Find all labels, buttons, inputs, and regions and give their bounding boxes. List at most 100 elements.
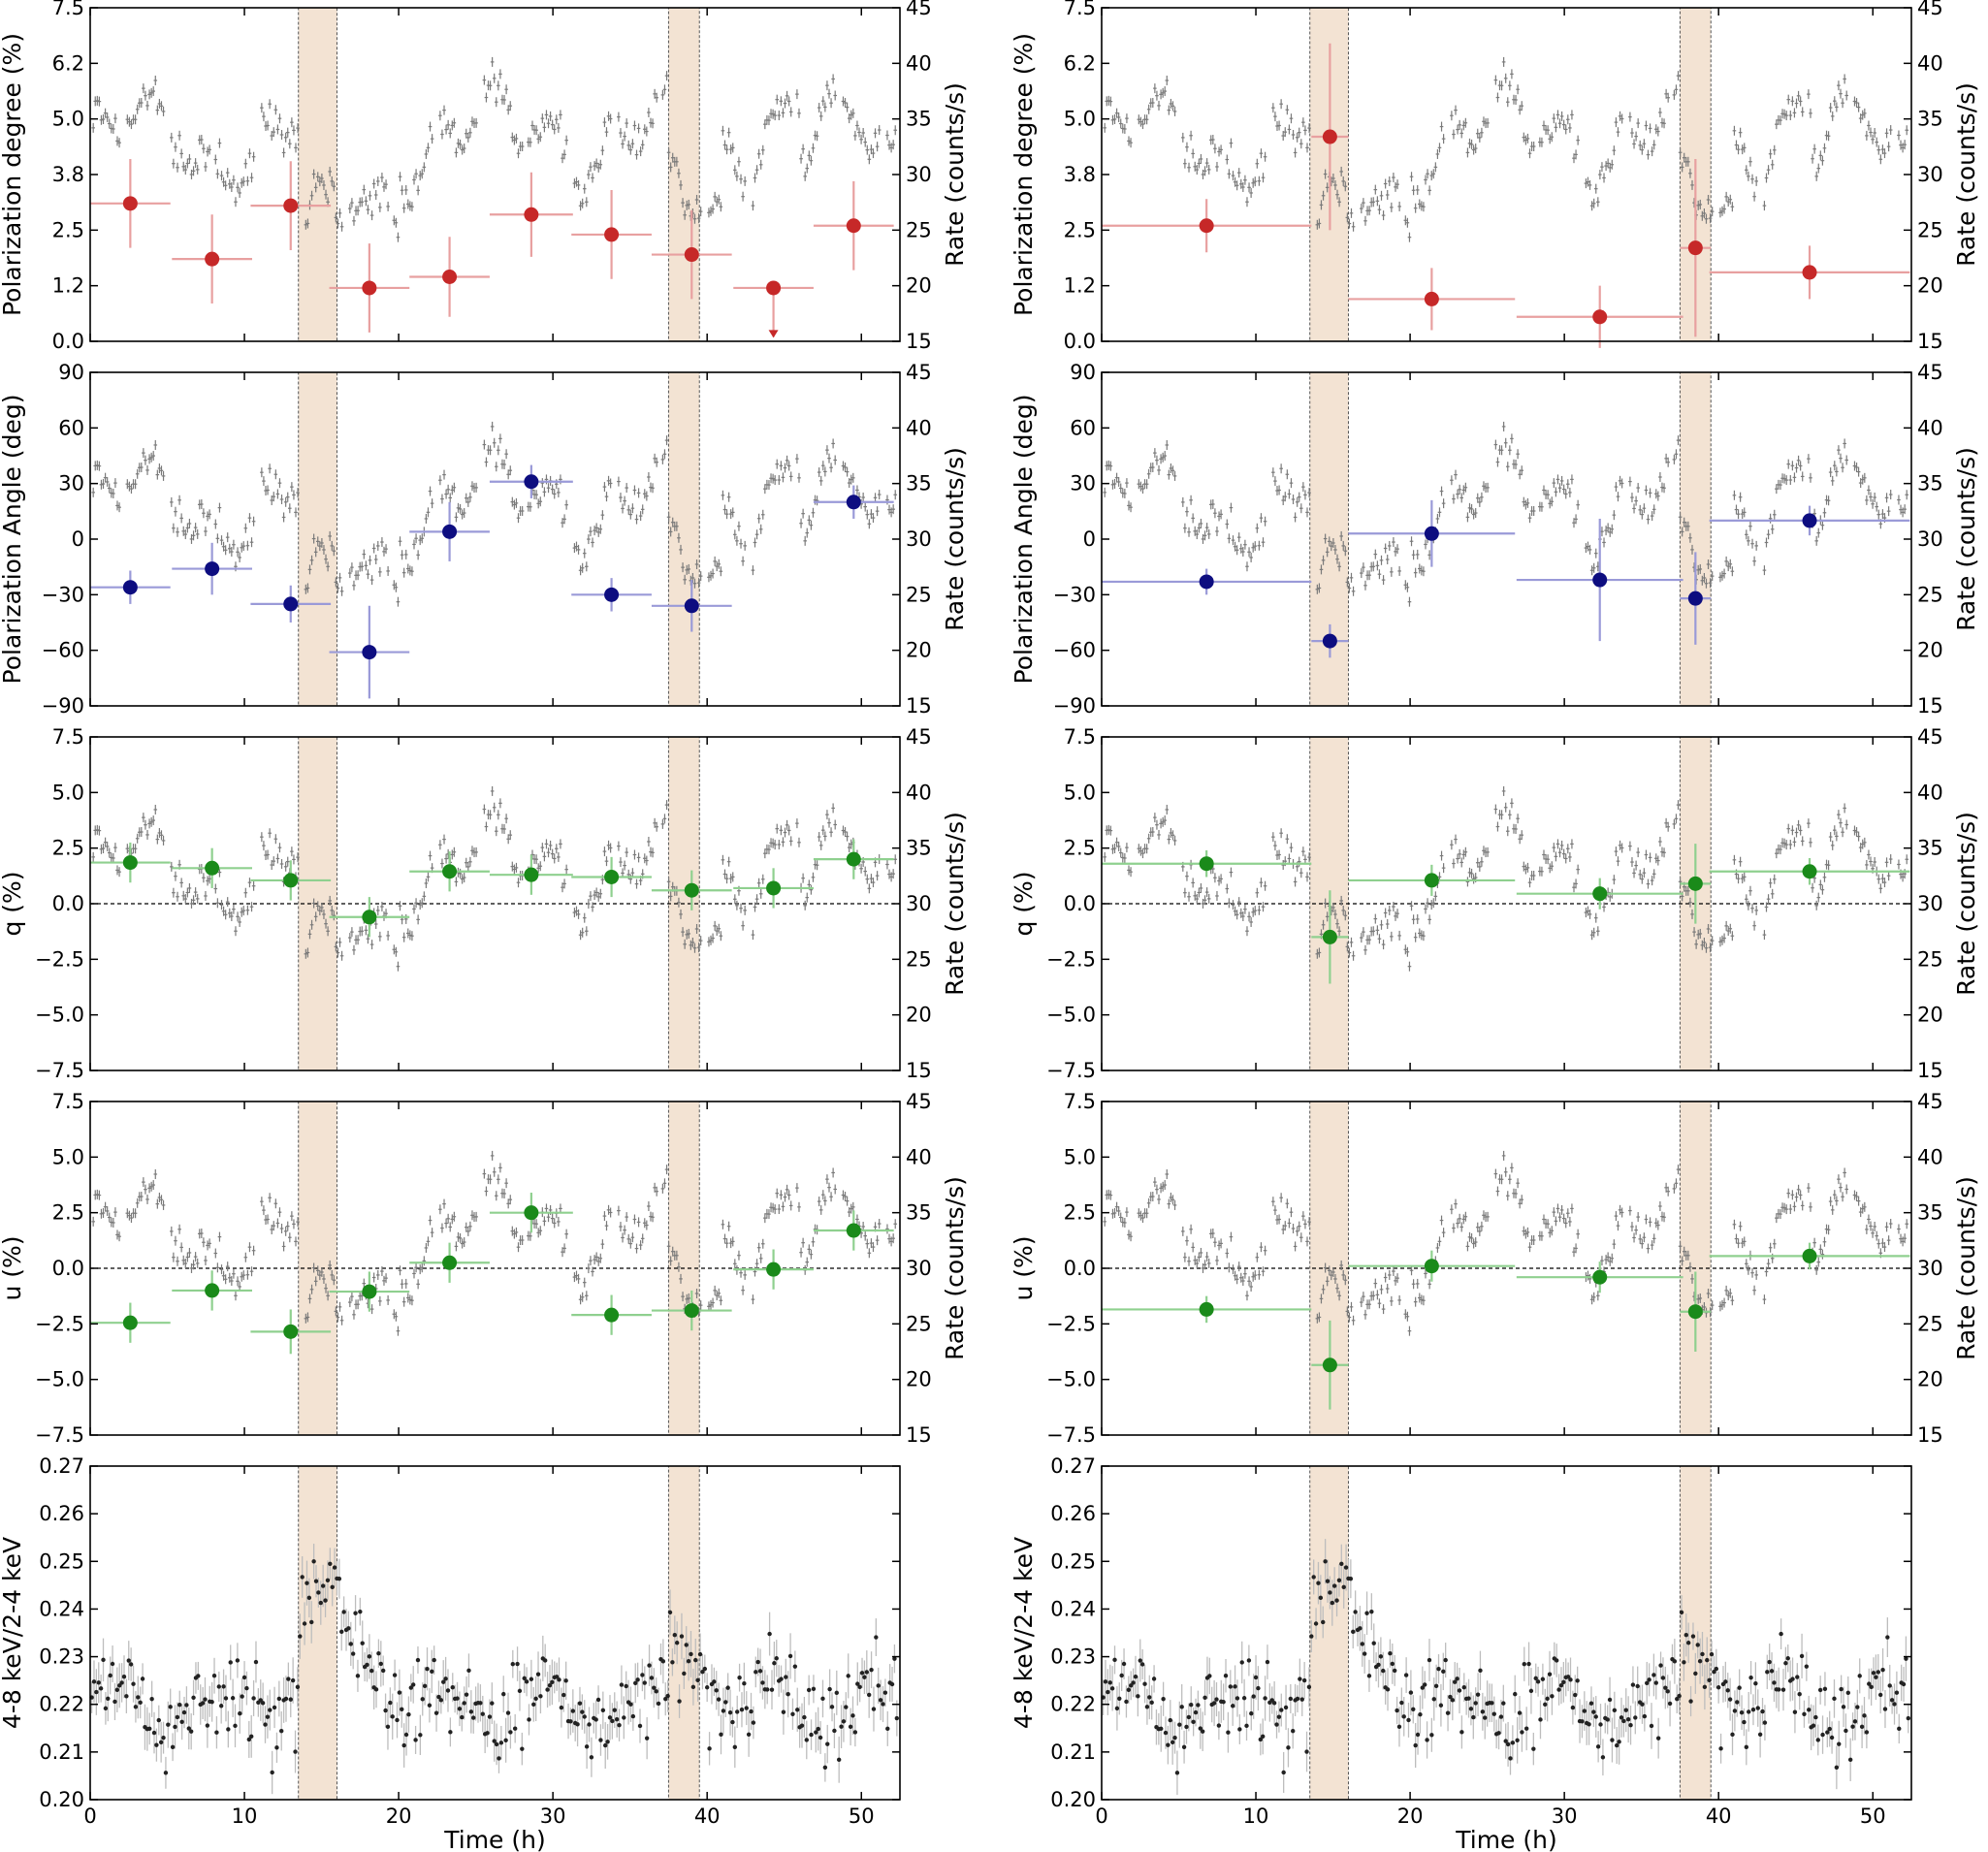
- data-point: [1802, 513, 1817, 528]
- y-tick-label: 6.2: [52, 51, 84, 75]
- data-point: [524, 474, 539, 490]
- data-point: [122, 855, 138, 871]
- data-point: [1424, 873, 1439, 888]
- data-point: [362, 910, 377, 925]
- data-point: [1687, 240, 1703, 256]
- data-point: [205, 251, 220, 267]
- series-PA: [90, 464, 894, 699]
- y-tick-label: 5.0: [1064, 781, 1096, 804]
- y-tick-label: 1.2: [1064, 274, 1096, 298]
- y2-axis-label: Rate (counts/s): [1952, 82, 1980, 267]
- y2-tick-label: 30: [906, 527, 932, 551]
- y2-tick-label: 40: [1917, 416, 1943, 439]
- y2-tick-label: 25: [906, 218, 932, 241]
- y-tick-label: 5.0: [1064, 108, 1096, 131]
- y-tick-label: −5.0: [1046, 1004, 1096, 1027]
- y-tick-label: 90: [1070, 361, 1096, 384]
- rate-lightcurve: [91, 1150, 898, 1336]
- data-point: [524, 207, 539, 222]
- y-axis-label: Polarization degree (%): [1010, 33, 1038, 316]
- y-tick-label: 30: [58, 472, 84, 495]
- y-tick-label: 6.2: [1064, 51, 1096, 75]
- y2-tick-label: 20: [906, 639, 932, 662]
- data-point: [1322, 633, 1337, 649]
- y-axis-label: q (%): [1010, 871, 1038, 936]
- y2-tick-label: 15: [1917, 330, 1943, 353]
- panel-right-pa: −90 −60 −30 0 30 60 90 15 20 25 30 35 40 45 Rate (coun…: [1010, 361, 1980, 718]
- y2-tick-label: 25: [1917, 947, 1943, 971]
- axes-frame: [1101, 371, 1912, 707]
- y2-tick-label: 25: [906, 947, 932, 971]
- y2-tick-label: 15: [906, 330, 932, 353]
- y-tick-label: 0: [1083, 527, 1096, 551]
- data-point: [1199, 218, 1214, 234]
- y2-tick-label: 45: [1917, 0, 1943, 19]
- data-point: [1802, 265, 1817, 280]
- data-point: [604, 227, 620, 242]
- data-point: [1322, 929, 1337, 944]
- y-tick-label: 30: [1070, 472, 1096, 495]
- y2-axis-label: Rate (counts/s): [941, 82, 969, 267]
- y2-tick-label: 15: [1917, 694, 1943, 718]
- y2-tick-label: 45: [1917, 361, 1943, 384]
- y-tick-label: 0.0: [1064, 892, 1096, 915]
- y2-tick-label: 30: [906, 163, 932, 186]
- series-PD: [1102, 43, 1910, 348]
- y-tick-label: 3.8: [52, 163, 84, 186]
- y-tick-label: −30: [1053, 583, 1096, 606]
- y2-axis-label: Rate (counts/s): [1952, 447, 1980, 631]
- y2-tick-label: 45: [906, 0, 932, 19]
- data-point: [122, 196, 138, 211]
- shaded-interval: [667, 371, 700, 707]
- y2-tick-label: 40: [1917, 781, 1943, 804]
- axes-frame: [89, 371, 901, 707]
- y-axis-label: Polarization Angle (deg): [1010, 395, 1038, 685]
- panel-left-u: −7.5−5.0−2.50.02.55.07.515202530354045Ra…: [0, 1090, 969, 1447]
- y-tick-label: −7.5: [35, 1059, 84, 1082]
- y2-tick-label: 20: [1917, 639, 1943, 662]
- y2-tick-label: 35: [906, 472, 932, 495]
- data-point: [1687, 591, 1703, 606]
- shaded-interval: [1679, 371, 1712, 707]
- series-PD: [90, 158, 894, 338]
- y-tick-label: −90: [1053, 694, 1096, 718]
- y2-axis-label: Rate (counts/s): [1952, 812, 1980, 996]
- data-point: [1592, 309, 1608, 325]
- panel-left-pd: 0.0 1.2 2.5 3.8 5.0 6.2 7.5 15 20 25 30 35 40 45 Rate …: [0, 0, 969, 353]
- y-axis-label: q (%): [0, 871, 26, 936]
- data-point: [1199, 856, 1214, 872]
- y-tick-label: 0.0: [52, 330, 84, 353]
- data-point: [442, 864, 458, 879]
- panel-right-q: −7.5 −5.0 −2.5 0.0 2.5 5.0 7.5 15 20 25 30 35 40 45 Ra…: [1010, 725, 1980, 1082]
- y2-tick-label: 40: [1917, 51, 1943, 75]
- data-point: [766, 280, 782, 296]
- y2-tick-label: 25: [1917, 583, 1943, 606]
- data-point: [684, 247, 699, 263]
- y-tick-label: 0.0: [1064, 330, 1096, 353]
- panel-right-pd: 0.0 1.2 2.5 3.8 5.0 6.2 7.5 15 20 25 30 35 40 45 Rate …: [1010, 0, 1980, 353]
- y2-tick-label: 45: [1917, 725, 1943, 749]
- series-q: [1102, 844, 1910, 984]
- data-point: [283, 873, 299, 888]
- y2-tick-label: 20: [906, 1004, 932, 1027]
- data-point: [362, 280, 377, 296]
- y-tick-label: 90: [58, 361, 84, 384]
- y2-tick-label: 30: [1917, 527, 1943, 551]
- data-point: [846, 851, 861, 867]
- data-point: [766, 880, 782, 896]
- upper-limit-arrow: [768, 330, 779, 338]
- y2-tick-label: 20: [906, 274, 932, 298]
- y-tick-label: −60: [42, 639, 84, 662]
- y2-tick-label: 35: [1917, 472, 1943, 495]
- data-point: [283, 198, 299, 213]
- data-point: [684, 598, 699, 614]
- y2-tick-label: 30: [1917, 892, 1943, 915]
- y-tick-label: 0.0: [52, 892, 84, 915]
- y-tick-label: −30: [42, 583, 84, 606]
- y-tick-label: 7.5: [1064, 725, 1096, 749]
- y-tick-label: 60: [58, 416, 84, 439]
- data-point: [1322, 129, 1337, 144]
- rate-lightcurve: [91, 56, 898, 242]
- data-point: [442, 524, 458, 539]
- data-point: [846, 495, 861, 510]
